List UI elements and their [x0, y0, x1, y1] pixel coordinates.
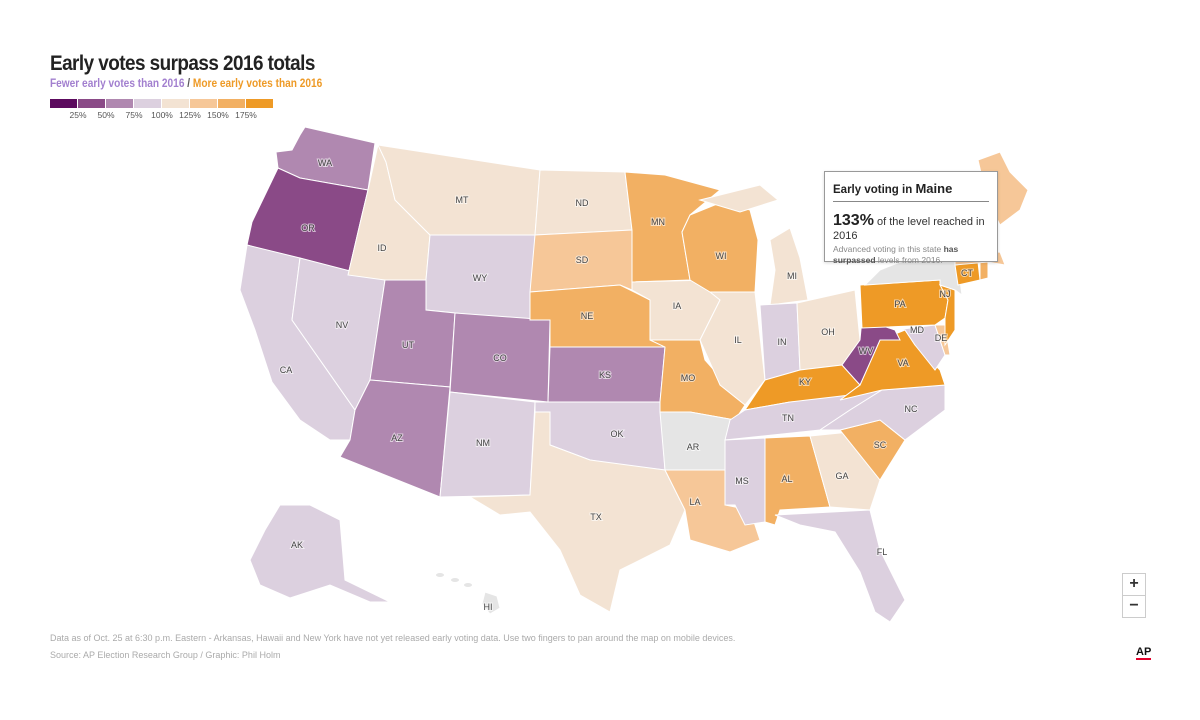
state-label: MS [735, 476, 749, 486]
state-label: MN [651, 217, 665, 227]
tooltip-desc-suffix: levels from 2016. [877, 255, 943, 265]
state-label: AL [781, 474, 792, 484]
state-hi[interactable] [481, 591, 501, 615]
state-label: OK [610, 429, 623, 439]
tooltip-description: Advanced voting in this state has surpas… [833, 244, 989, 266]
page-title: Early votes surpass 2016 totals [50, 52, 315, 75]
tooltip: Early voting in Maine 133% of the level … [824, 171, 998, 265]
state-label: NM [476, 438, 490, 448]
state-hi-island[interactable] [464, 583, 472, 587]
state-ak[interactable] [249, 504, 391, 603]
state-label: GA [835, 471, 848, 481]
state-label: WY [473, 273, 488, 283]
ap-logo: AP [1136, 646, 1152, 660]
color-legend [50, 99, 274, 108]
tooltip-percent-line: 133% of the level reached in 2016 [833, 212, 989, 242]
legend-swatch [190, 99, 217, 108]
state-label: OH [821, 327, 835, 337]
legend-tick: 150% [207, 110, 229, 120]
tooltip-heading-prefix: Early voting in [833, 184, 913, 196]
legend-ticks: 25% 50% 75% 100% 125% 150% 175% [50, 110, 280, 122]
tooltip-desc-prefix: Advanced voting in this state [833, 244, 942, 254]
legend-tick: 125% [179, 110, 201, 120]
state-label: AR [687, 442, 700, 452]
state-label: NE [581, 311, 594, 321]
state-label: VA [897, 358, 908, 368]
state-label: IL [734, 335, 742, 345]
tooltip-percent: 133% [833, 212, 874, 229]
state-label: KS [599, 370, 611, 380]
state-hi-island[interactable] [436, 573, 444, 577]
state-label: TX [590, 512, 602, 522]
subtitle-separator: / [187, 78, 191, 90]
state-wi[interactable] [681, 201, 759, 293]
state-label: WV [859, 346, 874, 356]
state-label: KY [799, 377, 811, 387]
legend-swatch [162, 99, 189, 108]
legend-swatch [134, 99, 161, 108]
state-az[interactable] [339, 379, 451, 498]
state-label: SC [874, 440, 887, 450]
state-label: UT [402, 340, 414, 350]
state-label: IN [778, 337, 787, 347]
state-label: NJ [940, 289, 951, 299]
state-label: MO [681, 373, 696, 383]
state-label: CO [493, 353, 507, 363]
state-label: TN [782, 413, 794, 423]
zoom-controls: + − [1122, 573, 1146, 618]
state-label: WI [716, 251, 727, 261]
legend-tick: 75% [125, 110, 143, 120]
legend-swatch [218, 99, 245, 108]
footer-source: Source: AP Election Research Group / Gra… [50, 650, 281, 660]
footer-note: Data as of Oct. 25 at 6:30 p.m. Eastern … [50, 633, 736, 643]
state-label: CT [961, 268, 973, 278]
legend-swatch [78, 99, 105, 108]
tooltip-desc-bold: has surpassed [833, 244, 959, 265]
state-hi-island[interactable] [451, 578, 459, 582]
subtitle-more: More early votes than 2016 [192, 78, 323, 90]
zoom-out-button[interactable]: − [1123, 595, 1145, 617]
state-label: ND [576, 198, 589, 208]
legend-tick: 25% [69, 110, 87, 120]
state-fl[interactable] [774, 509, 906, 623]
state-label: MD [910, 325, 924, 335]
state-mi[interactable] [769, 227, 809, 306]
subtitle: Fewer early votes than 2016 / More early… [50, 78, 322, 90]
legend-tick: 100% [151, 110, 173, 120]
state-label: MI [787, 271, 797, 281]
state-tx[interactable] [468, 411, 686, 613]
state-label: FL [877, 547, 888, 557]
state-label: HI [484, 602, 493, 612]
state-label: DE [935, 333, 948, 343]
state-label: AK [291, 540, 303, 550]
state-label: LA [689, 497, 700, 507]
legend-tick: 175% [235, 110, 257, 120]
legend-swatch [106, 99, 133, 108]
state-label: SD [576, 255, 589, 265]
state-mi[interactable] [698, 184, 780, 213]
zoom-in-button[interactable]: + [1129, 575, 1139, 592]
state-label: AZ [391, 433, 403, 443]
legend-swatch [246, 99, 273, 108]
state-label: NV [336, 320, 349, 330]
state-label: ID [378, 243, 388, 253]
state-nc[interactable] [818, 384, 946, 441]
state-label: PA [894, 299, 905, 309]
tooltip-percent-text: of the level reached in 2016 [833, 216, 985, 242]
state-label: IA [673, 301, 682, 311]
legend-swatch [50, 99, 77, 108]
state-label: OR [301, 223, 315, 233]
state-label: MT [456, 195, 469, 205]
subtitle-fewer: Fewer early votes than 2016 [50, 78, 185, 90]
state-label: WA [318, 158, 332, 168]
tooltip-heading: Early voting in Maine [833, 181, 989, 202]
state-il[interactable] [699, 291, 766, 406]
legend-tick: 50% [97, 110, 115, 120]
state-label: NC [905, 404, 918, 414]
state-label: CA [280, 365, 293, 375]
tooltip-state: Maine [915, 181, 953, 196]
